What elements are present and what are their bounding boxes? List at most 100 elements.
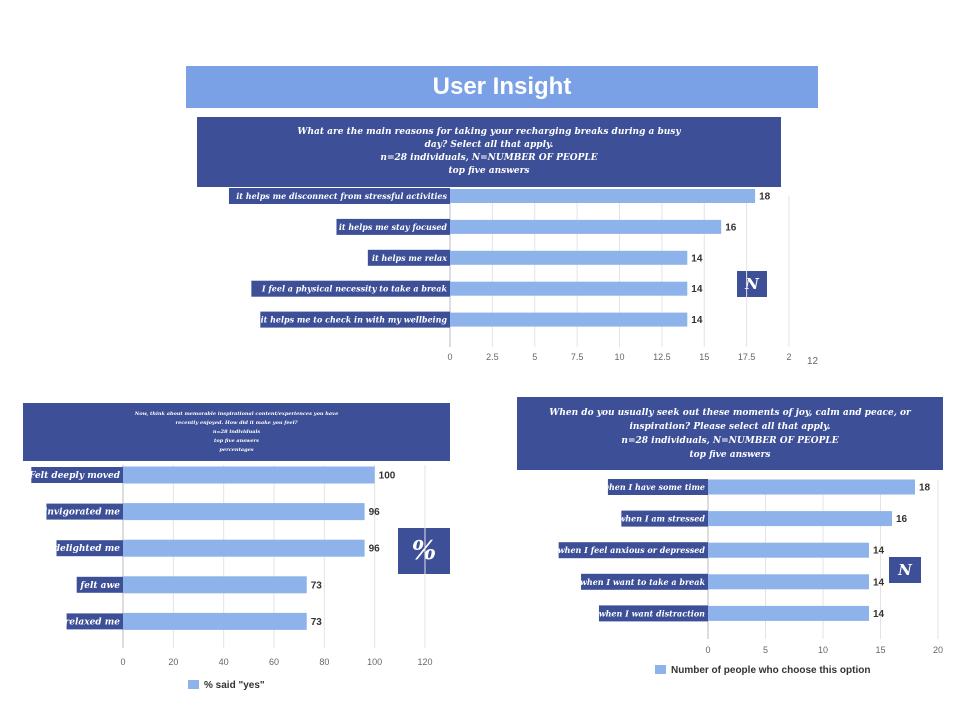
chart3-data-label: 14 — [873, 546, 885, 557]
chart1-tick-label: 2.5 — [486, 352, 499, 362]
page-number: 12 — [807, 356, 819, 367]
chart3-data-label: 14 — [873, 609, 885, 620]
chart1-data-label: 14 — [691, 253, 703, 264]
chart3-unit-badge: N — [889, 557, 921, 583]
chart3-tick-label: 15 — [875, 645, 885, 655]
chart2-tick-label: 40 — [219, 657, 229, 667]
chart1-category-label: it helps me disconnect from stressful ac… — [236, 191, 447, 201]
chart1-bar — [450, 219, 722, 234]
chart1-question-line: day? Select all that apply. — [424, 140, 554, 150]
chart2-category-label: invigorated me — [44, 508, 120, 518]
chart1-tick-label: 2 — [786, 352, 791, 362]
chart1-category-bg — [260, 311, 450, 328]
chart2-category-label: relaxed me — [65, 617, 121, 627]
chart1-question: What are the main reasons for taking you… — [197, 117, 781, 187]
chart1-category-bg — [367, 249, 450, 266]
chart2-data-label: 100 — [379, 471, 396, 482]
chart3-legend-label: Number of people who choose this option — [671, 665, 870, 676]
chart1-bar — [450, 312, 688, 327]
chart2-legend-swatch — [188, 680, 199, 689]
chart2-tick-label: 120 — [417, 657, 432, 667]
chart3-bar — [708, 511, 892, 527]
chart2-tick-label: 100 — [367, 657, 382, 667]
chart3-data-label: 16 — [896, 514, 908, 525]
chart2-data-label: 96 — [369, 507, 381, 518]
chart2-bar — [123, 503, 365, 521]
chart2-bar — [123, 576, 307, 594]
chart1-data-label: 14 — [691, 284, 703, 295]
chart2-data-label: 73 — [311, 580, 323, 591]
chart1-data-label: 18 — [759, 192, 771, 203]
chart1-category-bg — [228, 188, 450, 204]
chart3-bar — [708, 574, 869, 590]
chart3-category-bg — [621, 510, 708, 527]
chart1-bar — [450, 189, 756, 203]
chart3-category-bg — [581, 573, 708, 590]
chart3-bar — [708, 542, 869, 558]
chart2-tick-label: 60 — [269, 657, 279, 667]
chart3-tick-label: 0 — [705, 645, 710, 655]
chart3-category-bg — [607, 479, 708, 495]
chart1-tick-label: 15 — [699, 352, 709, 362]
chart1-data-label: 16 — [725, 222, 737, 233]
chart3-category-label: when I want distraction — [599, 608, 705, 618]
chart3-category-label: when I am stressed — [618, 514, 705, 524]
chart3-category-bg — [558, 542, 708, 559]
chart2-question-line: Now, think about memorable inspirational… — [134, 410, 339, 417]
chart3-tick-label: 20 — [933, 645, 943, 655]
chart3-category-bg — [598, 605, 708, 622]
chart1-tick-label: 0 — [447, 352, 452, 362]
chart2-bar — [123, 612, 307, 630]
chart3-category-label: when I have some time — [602, 482, 705, 492]
chart2-question-line: n=28 individuals — [212, 428, 261, 435]
chart1-tick-label: 17.5 — [738, 352, 756, 362]
chart2-category-bg — [56, 540, 123, 557]
chart1-bar — [450, 281, 688, 296]
page-title: User Insight — [186, 66, 818, 108]
chart3-question-line: When do you usually seek out these momen… — [549, 407, 911, 418]
chart3-data-label: 14 — [873, 577, 885, 588]
chart2-question-line: top five answers — [214, 437, 259, 444]
chart3-question-line: inspiration? Please select all that appl… — [629, 421, 831, 432]
chart3-legend-swatch — [655, 665, 666, 674]
chart1-category-bg — [251, 280, 450, 297]
chart1-tick-label: 10 — [614, 352, 624, 362]
chart2-data-label: 96 — [369, 544, 381, 555]
chart2-category-label: delighted me — [54, 544, 121, 554]
chart3-bar — [708, 479, 915, 495]
chart2-category-bg — [76, 576, 123, 593]
chart2-category-label: felt awe — [79, 581, 120, 591]
chart2-bar — [123, 539, 365, 557]
chart1-category-bg — [336, 218, 450, 235]
chart3-data-label: 18 — [919, 483, 931, 494]
chart1-category-label: it helps me stay focused — [339, 222, 448, 232]
chart3-tick-label: 10 — [818, 645, 828, 655]
chart2-question-line: percentages — [219, 446, 254, 453]
chart1-tick-label: 12.5 — [653, 352, 671, 362]
chart2-legend-label: % said "yes" — [204, 680, 265, 691]
chart1-unit-badge: N — [737, 271, 767, 297]
chart2-question-line: recently enjoyed. How did it make you fe… — [175, 419, 298, 426]
chart2-category-bg — [66, 613, 123, 630]
chart2-tick-label: 20 — [168, 657, 178, 667]
chart2-unit-badge: % — [398, 528, 450, 574]
chart2-data-label: 73 — [311, 617, 323, 628]
chart1-category-label: I feel a physical necessity to take a br… — [261, 284, 448, 294]
chart3-question-line: n=28 individuals, N=NUMBER OF PEOPLE — [621, 435, 839, 446]
chart3-category-label: when I want to take a break — [580, 577, 705, 587]
chart3-question-line: top five answers — [689, 449, 771, 460]
chart1-bar — [450, 250, 688, 265]
chart2-category-bg — [31, 467, 123, 483]
chart2-bar — [123, 466, 375, 484]
chart3-question: When do you usually seek out these momen… — [517, 397, 943, 470]
chart2-tick-label: 80 — [319, 657, 329, 667]
chart1-tick-label: 5 — [532, 352, 537, 362]
chart1-category-label: it helps me to check in with my wellbein… — [261, 315, 448, 325]
chart1-category-label: it helps me relax — [372, 253, 447, 263]
chart1-question-line: n=28 individuals, N=NUMBER OF PEOPLE — [380, 153, 598, 163]
chart2-category-bg — [46, 503, 123, 520]
chart1-question-line: What are the main reasons for taking you… — [297, 127, 681, 137]
chart2-question: Now, think about memorable inspirational… — [23, 403, 450, 461]
chart2-category-label: Felt deeply moved — [28, 471, 121, 481]
